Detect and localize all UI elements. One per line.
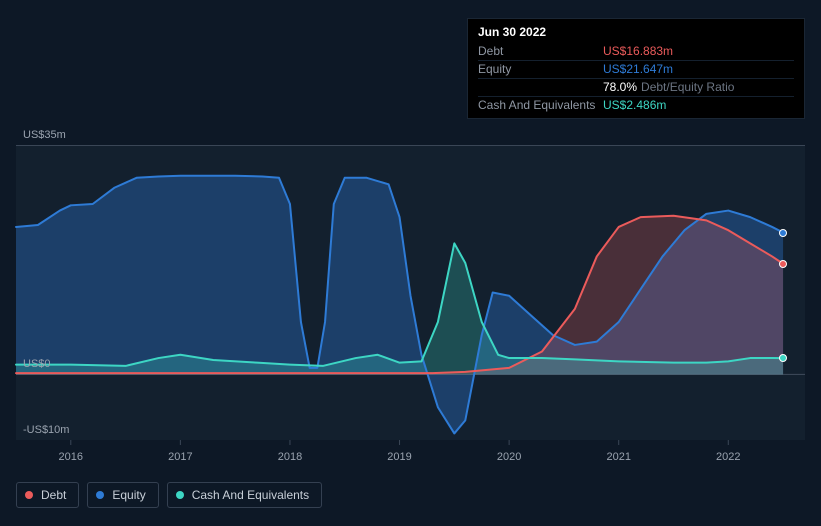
legend-label: Cash And Equivalents: [192, 488, 309, 502]
plot-top-border: [16, 145, 805, 146]
legend-item-cash-and-equivalents[interactable]: Cash And Equivalents: [167, 482, 322, 508]
legend-dot-icon: [96, 491, 104, 499]
tooltip-row-value: US$2.486m: [603, 97, 666, 114]
tooltip-row-label: Debt: [478, 43, 603, 60]
chart-container: Jun 30 2022 DebtUS$16.883mEquityUS$21.64…: [0, 0, 821, 526]
x-axis-label: 2022: [716, 451, 740, 463]
chart-svg: [16, 145, 805, 440]
legend-dot-icon: [176, 491, 184, 499]
cash-end-marker: [779, 354, 787, 362]
chart-plot-area[interactable]: [16, 145, 805, 440]
debt-end-marker: [779, 260, 787, 268]
x-axis-label: 2019: [387, 451, 411, 463]
tooltip-row-label: [478, 79, 603, 96]
tooltip-row-label: Equity: [478, 61, 603, 78]
tooltip-row-value: US$16.883m: [603, 43, 673, 60]
x-axis-label: 2021: [606, 451, 630, 463]
equity-end-marker: [779, 229, 787, 237]
x-axis-label: 2020: [497, 451, 521, 463]
tooltip-row-value: US$21.647m: [603, 61, 673, 78]
y-axis-label: US$35m: [23, 129, 66, 141]
legend-label: Debt: [41, 488, 66, 502]
x-axis-label: 2018: [278, 451, 302, 463]
tooltip-row: DebtUS$16.883m: [478, 43, 794, 61]
legend-dot-icon: [25, 491, 33, 499]
tooltip-row: EquityUS$21.647m: [478, 61, 794, 79]
chart-legend: Debt Equity Cash And Equivalents: [16, 482, 322, 508]
tooltip-row-value: 78.0%: [603, 79, 637, 96]
legend-item-debt[interactable]: Debt: [16, 482, 79, 508]
x-axis-label: 2016: [59, 451, 83, 463]
tooltip-row-label: Cash And Equivalents: [478, 97, 603, 114]
tooltip-row: 78.0%Debt/Equity Ratio: [478, 79, 794, 97]
chart-tooltip: Jun 30 2022 DebtUS$16.883mEquityUS$21.64…: [467, 18, 805, 119]
tooltip-row-sub: Debt/Equity Ratio: [641, 79, 734, 96]
x-axis-label: 2017: [168, 451, 192, 463]
tooltip-date: Jun 30 2022: [478, 25, 794, 39]
tooltip-row: Cash And EquivalentsUS$2.486m: [478, 97, 794, 114]
legend-label: Equity: [112, 488, 145, 502]
y-axis-label: US$0: [23, 358, 51, 370]
legend-item-equity[interactable]: Equity: [87, 482, 158, 508]
y-axis-label: -US$10m: [23, 424, 69, 436]
